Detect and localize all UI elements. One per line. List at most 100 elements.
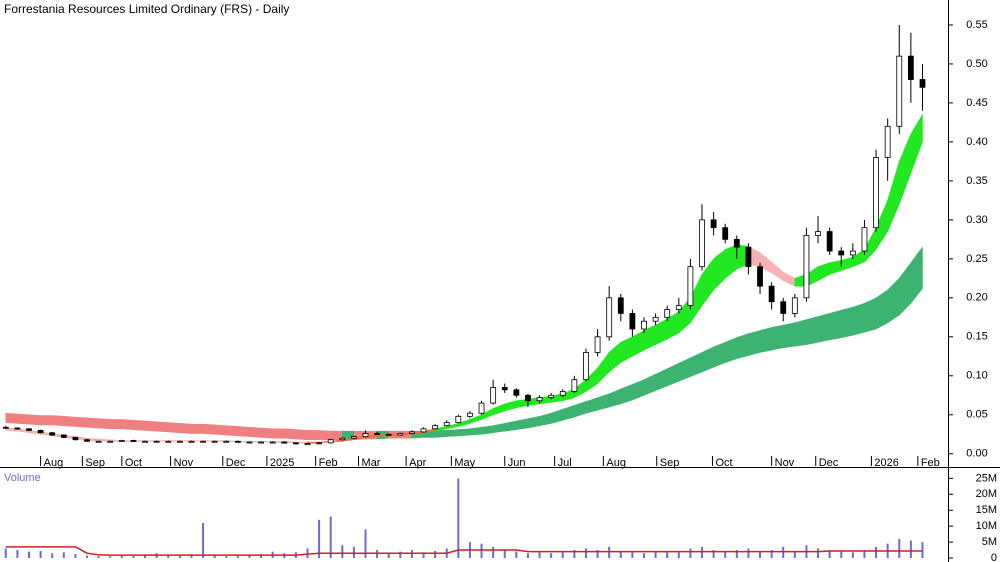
volume-bar (654, 551, 657, 558)
volume-bar (352, 546, 355, 558)
band-segment (63, 416, 76, 427)
band-segment (86, 417, 99, 429)
chart-title: Forrestania Resources Limited Ordinary (… (4, 2, 289, 16)
x-tick-label: 2025 (270, 457, 294, 469)
volume-bar (747, 548, 750, 558)
candle-body (803, 235, 810, 299)
x-tick-label: Aug (606, 457, 626, 469)
candle-body (223, 440, 230, 443)
volume-bar (387, 553, 390, 558)
y-tick-label: 0.00 (966, 448, 987, 460)
x-tick-label: Feb (319, 457, 338, 469)
y-tick-label: 0.25 (966, 253, 987, 265)
volume-bar (619, 551, 622, 558)
candle-body (107, 440, 114, 443)
volume-bar (631, 552, 634, 558)
candle-body (838, 250, 845, 256)
candle-body (884, 125, 891, 158)
band-segment (481, 425, 494, 435)
volume-bar (86, 555, 89, 558)
band-segment (748, 330, 761, 356)
volume-bar (457, 478, 460, 558)
x-tick-label: Sep (85, 457, 105, 469)
candle-body (362, 433, 369, 438)
candle-body (292, 442, 299, 445)
candle-body (432, 425, 439, 430)
volume-bar (538, 552, 541, 558)
volume-bar (51, 553, 54, 558)
volume-bar (573, 550, 576, 558)
band-segment (446, 429, 459, 437)
volume-bar (828, 550, 831, 558)
candle-body (246, 441, 253, 444)
band-segment (202, 423, 215, 435)
volume-bar (132, 556, 135, 558)
band-segment (225, 425, 239, 437)
y-tick-label: 10M (976, 520, 997, 532)
candle-body (351, 436, 357, 439)
volume-bar (596, 550, 599, 558)
band-segment (75, 416, 88, 428)
candle-body (687, 266, 694, 307)
candle-body (327, 439, 334, 444)
y-tick-label: 0.10 (966, 370, 987, 382)
volume-bar (364, 529, 367, 558)
band-segment (469, 426, 482, 436)
volume-bar (584, 548, 587, 558)
volume-bar (248, 555, 251, 558)
x-tick-label: Dec (226, 457, 246, 469)
candle-body (234, 440, 241, 443)
band-segment (109, 419, 123, 430)
candle-body (583, 352, 589, 381)
candle-body (72, 436, 79, 441)
y-tick-label: 0.50 (966, 58, 987, 70)
volume-bar (701, 546, 704, 558)
candle-body (37, 429, 44, 434)
band-segment (817, 313, 830, 343)
band-segment (5, 412, 18, 424)
candle-body (525, 394, 531, 402)
candle-body (142, 440, 148, 443)
band-segment (133, 419, 146, 431)
band-segment (272, 428, 285, 439)
candle-body (594, 336, 601, 353)
volume-bar (167, 554, 170, 558)
volume-bar (434, 550, 437, 558)
candle-body (397, 433, 404, 436)
y-tick-label: 15M (976, 504, 997, 516)
candle-body (490, 387, 497, 404)
volume-bar (202, 522, 205, 558)
candle-body (536, 397, 543, 402)
candle-body (84, 439, 90, 442)
x-tick-label: Jul (558, 457, 572, 469)
x-tick-label: Sep (660, 457, 680, 469)
volume-bar (236, 555, 239, 558)
band-segment (713, 341, 726, 368)
volume-bar (909, 540, 912, 558)
band-segment (307, 430, 320, 441)
candle-body (455, 415, 462, 423)
volume-bar (260, 554, 263, 558)
volume-bar (735, 550, 738, 558)
volume-bar (642, 553, 645, 558)
volume-bar (515, 551, 518, 558)
volume-bar (399, 551, 402, 558)
candle-body (200, 440, 206, 443)
band-segment (249, 426, 262, 438)
volume-bar (898, 538, 901, 558)
band-segment (191, 423, 204, 434)
candle-body (14, 427, 21, 430)
volume-bar (97, 556, 100, 558)
candle-body (780, 301, 787, 314)
candle-body (26, 428, 32, 431)
x-tick-label: Jun (508, 457, 526, 469)
volume-bar (863, 550, 866, 558)
candle-body (513, 389, 520, 396)
candle-body (629, 313, 636, 330)
candle-body (316, 442, 322, 445)
volume-panel: 0 5M 10M 15M 20M 25M (4, 472, 997, 562)
volume-bar (329, 516, 332, 558)
band-segment (17, 413, 30, 425)
y-tick-label: 0.40 (966, 136, 987, 148)
